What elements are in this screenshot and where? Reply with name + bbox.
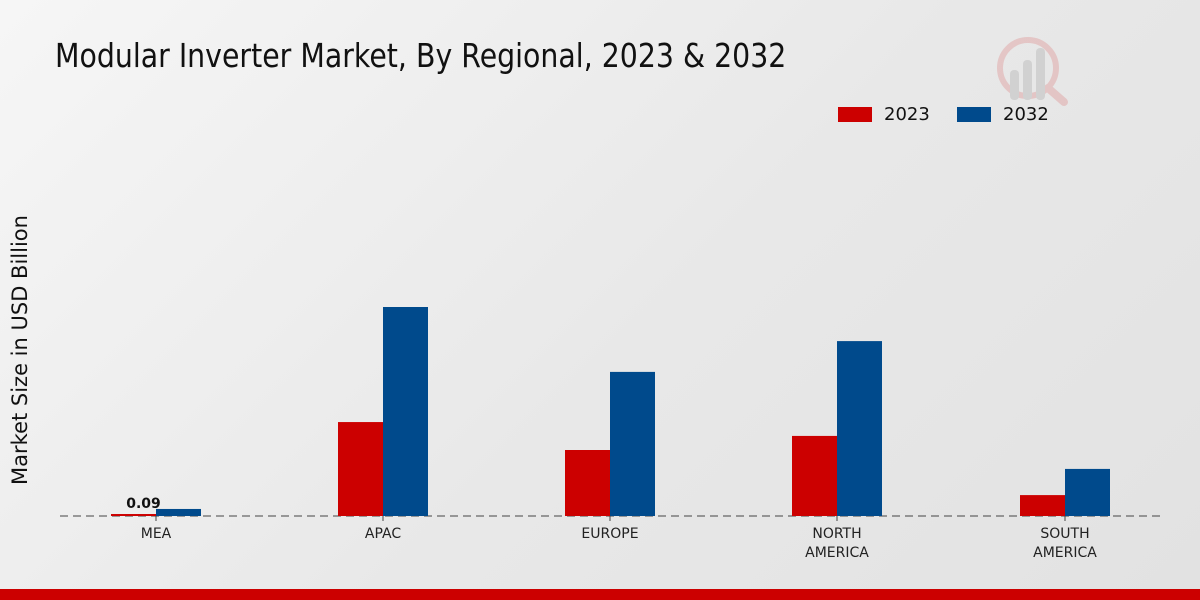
bar-2032-north-america: [837, 341, 882, 516]
legend-item-2023: 2023: [838, 104, 930, 125]
legend-swatch-2023: [838, 107, 872, 122]
x-tick-label: MEA: [141, 526, 172, 542]
bar-2032-mea: [156, 508, 201, 516]
bar-2032-apac: [383, 307, 428, 516]
bar-2023-south-america: [1020, 495, 1065, 516]
x-tick-label: AMERICA: [805, 545, 869, 561]
x-tick-label: EUROPE: [581, 526, 638, 542]
footer-bar: [0, 589, 1200, 600]
legend-item-2032: 2032: [957, 104, 1049, 125]
bar-2032-europe: [610, 371, 655, 516]
x-tick-label: APAC: [365, 526, 401, 542]
chart-title: Modular Inverter Market, By Regional, 20…: [55, 36, 787, 75]
legend-label-2023: 2023: [884, 104, 930, 125]
watermark-logo-icon: [997, 37, 1068, 106]
legend-label-2032: 2032: [1003, 104, 1049, 125]
bar-2023-north-america: [792, 435, 837, 516]
bar-2023-mea: [111, 514, 156, 516]
legend-swatch-2032: [957, 107, 991, 122]
bar-2023-europe: [565, 450, 610, 516]
bar-2032-south-america: [1065, 468, 1110, 516]
data-label: 0.09: [126, 496, 161, 512]
bar-2023-apac: [338, 422, 383, 516]
x-tick-label: NORTH: [812, 526, 861, 542]
x-tick-label: AMERICA: [1033, 545, 1097, 561]
x-tick-label: SOUTH: [1040, 526, 1089, 542]
